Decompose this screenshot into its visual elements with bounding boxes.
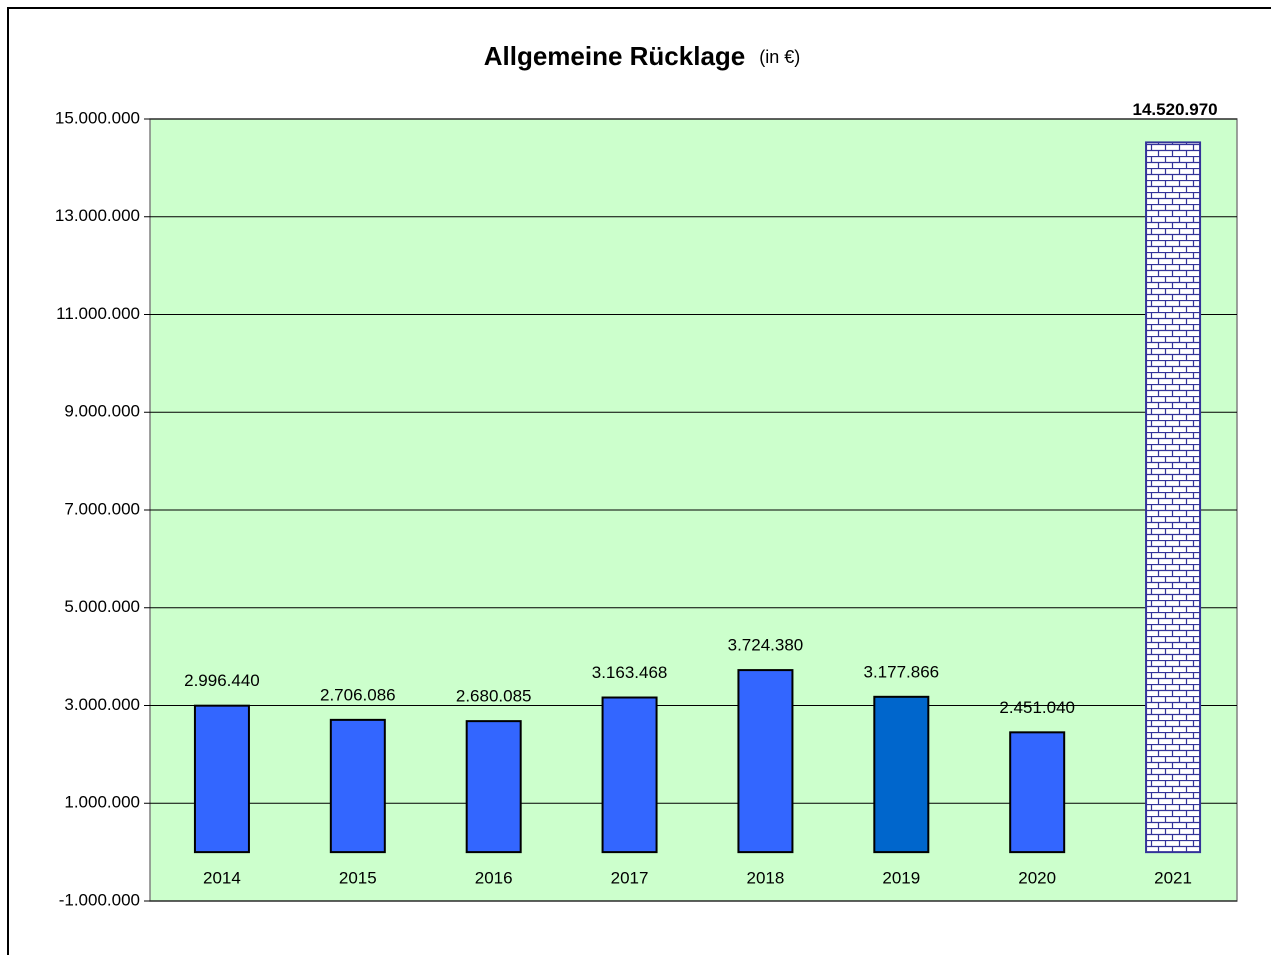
value-label: 2.706.086: [320, 685, 396, 704]
value-label: 14.520.970: [1133, 100, 1218, 119]
value-label: 2.451.040: [999, 698, 1075, 717]
bar: [193, 704, 250, 854]
title-text: Allgemeine Rücklage: [484, 41, 746, 71]
x-tick-label: 2018: [747, 869, 785, 888]
y-tick-label: 3.000.000: [64, 695, 140, 714]
y-tick-label: -1.000.000: [59, 890, 140, 909]
y-tick-label: 1.000.000: [64, 793, 140, 812]
bar: [329, 718, 386, 854]
bar: [737, 669, 794, 854]
chart-title: Allgemeine Rücklage (in €): [484, 41, 801, 71]
x-tick-label: 2021: [1154, 869, 1192, 888]
y-tick-label: 5.000.000: [64, 597, 140, 616]
x-tick-label: 2016: [475, 869, 513, 888]
frame: [7, 7, 1271, 955]
x-tick-label: 2019: [882, 869, 920, 888]
bar: [873, 695, 930, 854]
y-tick-label: 9.000.000: [64, 402, 140, 421]
title-unit: (in €): [759, 47, 800, 67]
bar: [1009, 731, 1066, 854]
value-label: 2.996.440: [184, 671, 260, 690]
value-label: 3.177.866: [863, 662, 939, 681]
bar: [1145, 141, 1202, 854]
x-tick-label: 2017: [611, 869, 649, 888]
bar: [465, 720, 522, 854]
y-tick-label: 11.000.000: [56, 304, 140, 323]
y-tick-label: 15.000.000: [55, 108, 140, 127]
y-tick-label: 7.000.000: [64, 499, 140, 518]
bar: [601, 696, 658, 854]
x-tick-label: 2015: [339, 869, 377, 888]
y-tick-label: 13.000.000: [55, 206, 140, 225]
value-label: 3.163.468: [592, 663, 668, 682]
x-tick-label: 2014: [203, 869, 241, 888]
value-label: 3.724.380: [728, 636, 804, 655]
x-tick-label: 2020: [1018, 869, 1056, 888]
value-label: 2.680.085: [456, 687, 532, 706]
